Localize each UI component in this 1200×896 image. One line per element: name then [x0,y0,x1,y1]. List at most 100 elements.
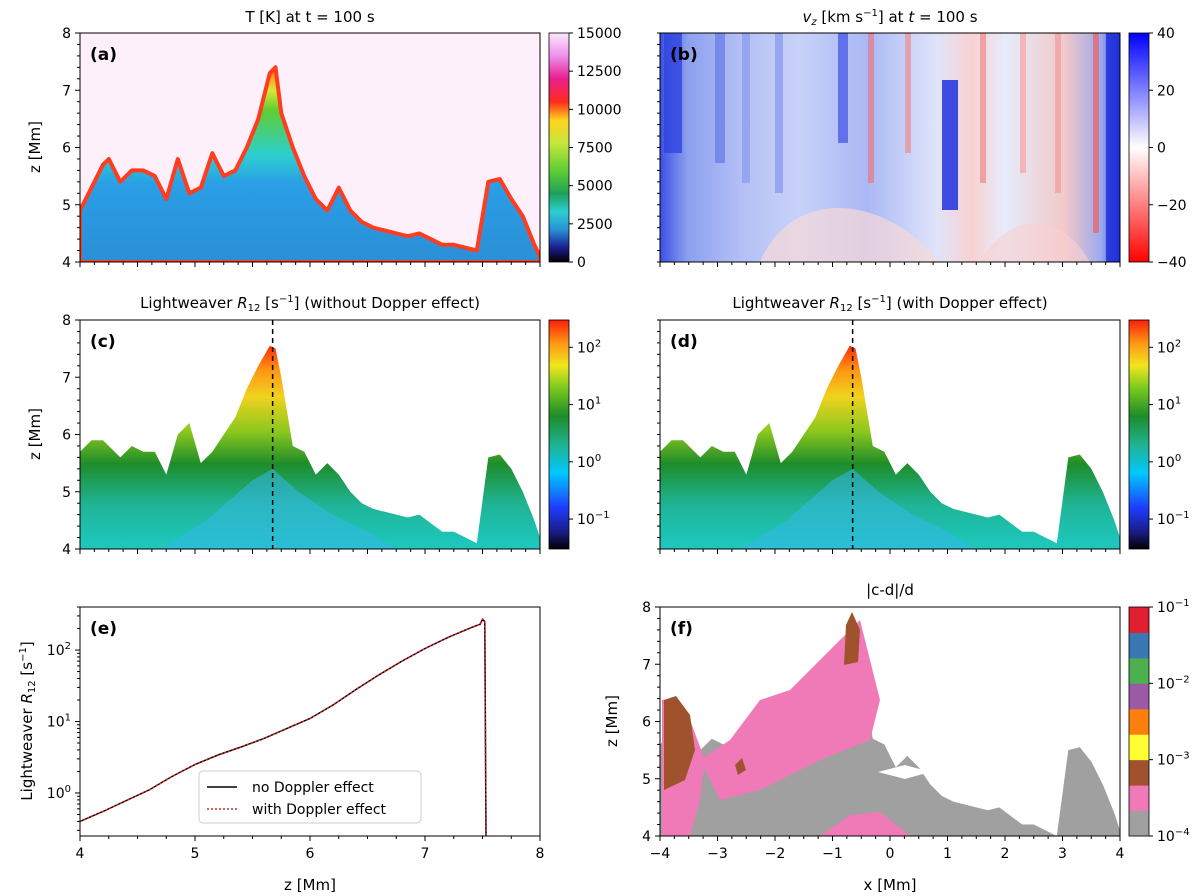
yticks-a: 4 5 6 7 8 [62,26,80,271]
ytick-label-a-6: 6 [62,141,71,157]
title-d: Lightweaver R12 [s−1] (with Dopper effec… [732,294,1047,314]
ytick-label-a-4: 4 [62,255,71,271]
map-f-brown-region-small [735,758,746,775]
ytick-label-a-7: 7 [62,83,71,99]
cbtick-label-a-4: 10000 [577,102,622,118]
panel-label-a: (a) [90,45,117,65]
cbtick-label-a-2: 5000 [577,179,613,195]
cbtick-label-b-1: 20 [1157,83,1175,99]
colorbar-b [1128,32,1150,263]
ytick-label-c-7: 7 [62,370,71,386]
colorbar-f-level-3 [1129,734,1149,761]
ytick-label-f: 4 [642,829,651,845]
colorbar-f-level-0 [1129,810,1149,837]
map-c-rate-field [80,345,540,549]
colorbar-a [548,32,570,263]
ylabel-a: z [Mm] [26,121,44,173]
title-b: vz [km s−1] at t = 100 s [802,8,977,28]
panel-label-e: (e) [90,619,117,639]
ytick-label-e: 101 [47,713,71,731]
xtick-label-e: 5 [191,846,200,862]
xtick-label-f: −3 [707,846,728,862]
ytick-label-e: 102 [47,641,71,659]
map-f-brown-region-peak [844,612,860,665]
map-f-white-gap [878,765,930,779]
colorbar-f-level-5 [1129,683,1149,710]
xtick-label-f: 0 [886,846,895,862]
cbtick-label-a-3: 7500 [577,141,613,157]
cbtick-label-d-0: 102 [1157,338,1181,356]
map-d-low-rate-core [740,468,977,549]
map-b-streaks [664,33,1120,262]
ytick-label-c-6: 6 [62,428,71,444]
cbtick-label-d-1: 101 [1157,396,1181,414]
xtick-label-e: 8 [536,846,545,862]
title-c: Lightweaver R12 [s−1] (without Dopper ef… [140,294,480,314]
cbtick-label-f-2: 10−3 [1157,751,1190,769]
ytick-label-f: 5 [642,772,651,788]
map-a-temperature-field [80,65,540,262]
colorbar-f-level-6 [1129,657,1149,684]
colorbar-f-level-8 [1129,607,1149,633]
xtick-label-e: 6 [306,846,315,862]
colorbar-f-level-2 [1129,759,1149,786]
colorbar-d-ticks: 102 101 100 10−1 [1149,338,1190,528]
title-f: |c-d|/d [866,581,914,599]
map-c-low-rate-core [160,468,397,549]
xtick-label-f: 2 [1001,846,1010,862]
panel-label-c: (c) [90,332,116,352]
cbtick-label-a-0: 0 [577,255,586,271]
ticks-e: 4 5 6 7 8 100 101 102 [47,606,545,862]
yticks-c: 4 5 6 7 8 [62,313,80,558]
cbtick-label-f-1: 10−2 [1157,674,1190,692]
colorbar-d [1128,319,1150,550]
ytick-label-f: 7 [642,657,651,673]
xtick-label-f: −1 [822,846,843,862]
xticks-heatmaps [79,32,1121,841]
cbtick-label-c-1: 101 [577,396,601,414]
cbtick-label-a-5: 12500 [577,64,622,80]
xtick-label-f: 1 [943,846,952,862]
cbtick-label-f-0: 10−1 [1157,598,1190,616]
cbtick-label-b-2: 0 [1157,141,1166,157]
colorbar-c-ticks: 102 101 100 10−1 [569,338,610,528]
xlabel-f: x [Mm] [864,876,917,894]
xtick-label-f: 4 [1116,846,1125,862]
map-f-gray-region [660,638,1120,836]
panel-b: vz [km s−1] at t = 100 s (b) 40 20 0 −20 −40 [659,8,1187,271]
ylabel-f: z [Mm] [603,695,621,747]
ytick-label-c-8: 8 [62,313,71,329]
panel-f: |c-d|/d (f) z [Mm] x [Mm] −4 −3 −2 −1 0 1 2 3 4 4… [603,581,1190,894]
ytick-label-a-5: 5 [62,198,71,214]
colorbar-b-ticks: 40 20 0 −20 −40 [1149,26,1187,271]
map-f-pink-region-mid [700,620,880,800]
panel-c: Lightweaver R12 [s−1] (without Dopper ef… [26,294,610,558]
cbtick-label-a-6: 15000 [577,26,622,42]
cbtick-label-c-3: 10−1 [577,510,610,528]
colorbar-a-ticks: 0 2500 5000 7500 10000 12500 15000 [569,26,622,271]
panel-label-b: (b) [670,45,698,65]
cbtick-label-c-2: 100 [577,453,601,471]
panel-label-d: (d) [670,332,698,352]
panel-d: Lightweaver R12 [s−1] (with Dopper effec… [659,294,1190,550]
line-with-doppler [79,617,487,837]
ylabel-e: Lightweaver R12 [s−1] [18,641,38,800]
cbtick-label-d-2: 100 [1157,453,1181,471]
cbtick-label-b-4: −40 [1157,255,1187,271]
ytick-label-a-8: 8 [62,26,71,42]
legend-label-with-doppler: with Doppler effect [252,802,387,818]
colorbar-f-frame [1128,606,1150,837]
map-f-brown-region-left [664,696,695,790]
xtick-label-f: −4 [650,846,671,862]
cbtick-label-b-3: −20 [1157,198,1187,214]
cbtick-label-f-3: 10−4 [1157,827,1190,845]
title-a: T [K] at t = 100 s [244,8,374,26]
ytick-label-c-4: 4 [62,542,71,558]
ytick-label-e: 100 [47,784,71,802]
panel-a: T [K] at t = 100 s (a) z [Mm] 4 5 6 7 8 0 250… [26,8,622,271]
map-d-rate-field [660,345,1120,549]
legend-e: no Doppler effect with Doppler effect [198,770,422,824]
legend-label-no-doppler: no Doppler effect [252,780,374,796]
xtick-label-f: 3 [1058,846,1067,862]
